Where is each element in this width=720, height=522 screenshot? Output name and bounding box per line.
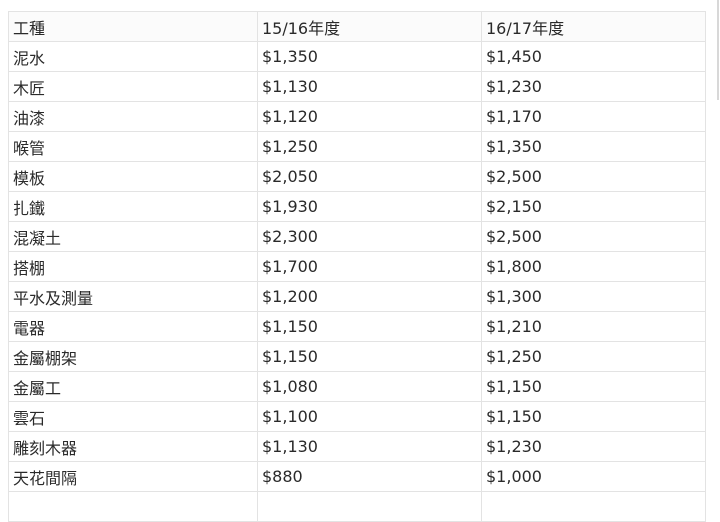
wage-1617-cell: $2,500	[481, 221, 706, 252]
trade-cell: 木匠	[8, 71, 258, 102]
wage-1516-cell: $1,200	[257, 281, 482, 312]
trade-cell: 泥水	[8, 41, 258, 72]
table-row: 油漆 $1,120 $1,170	[8, 101, 706, 132]
wage-1516-cell: $1,350	[257, 41, 482, 72]
trade-cell: 金屬棚架	[8, 341, 258, 372]
partial-cell	[257, 491, 482, 522]
table-row: 天花間隔 $880 $1,000	[8, 461, 706, 492]
header-1516: 15/16年度	[257, 11, 482, 42]
trade-cell: 喉管	[8, 131, 258, 162]
wage-1516-cell: $1,250	[257, 131, 482, 162]
wage-1516-cell: $1,150	[257, 341, 482, 372]
trade-cell: 天花間隔	[8, 461, 258, 492]
partial-cell	[481, 491, 706, 522]
wage-1516-cell: $1,130	[257, 431, 482, 462]
table-row: 模板 $2,050 $2,500	[8, 161, 706, 192]
wage-1617-cell: $1,150	[481, 401, 706, 432]
wage-1516-cell: $1,100	[257, 401, 482, 432]
table-header-row: 工種 15/16年度 16/17年度	[8, 11, 706, 42]
wage-1617-cell: $1,230	[481, 431, 706, 462]
wage-1516-cell: $1,700	[257, 251, 482, 282]
trade-cell: 扎鐵	[8, 191, 258, 222]
wage-1617-cell: $1,350	[481, 131, 706, 162]
table-row: 喉管 $1,250 $1,350	[8, 131, 706, 162]
header-trade: 工種	[8, 11, 258, 42]
table-row: 金屬工 $1,080 $1,150	[8, 371, 706, 402]
header-1617: 16/17年度	[481, 11, 706, 42]
table-row-partial	[8, 491, 706, 522]
wage-1617-cell: $1,450	[481, 41, 706, 72]
wage-1516-cell: $2,050	[257, 161, 482, 192]
wage-1617-cell: $1,170	[481, 101, 706, 132]
wage-table: 工種 15/16年度 16/17年度 泥水 $1,350 $1,450 木匠 $1,13…	[8, 11, 706, 522]
table-row: 泥水 $1,350 $1,450	[8, 41, 706, 72]
wage-1617-cell: $1,210	[481, 311, 706, 342]
table-row: 木匠 $1,130 $1,230	[8, 71, 706, 102]
trade-cell: 混凝土	[8, 221, 258, 252]
wage-1516-cell: $1,930	[257, 191, 482, 222]
table-row: 金屬棚架 $1,150 $1,250	[8, 341, 706, 372]
wage-1617-cell: $1,150	[481, 371, 706, 402]
wage-1617-cell: $1,800	[481, 251, 706, 282]
wage-1516-cell: $1,150	[257, 311, 482, 342]
wage-1617-cell: $1,250	[481, 341, 706, 372]
trade-cell: 搭棚	[8, 251, 258, 282]
trade-cell: 模板	[8, 161, 258, 192]
wage-1617-cell: $2,500	[481, 161, 706, 192]
table-row: 平水及測量 $1,200 $1,300	[8, 281, 706, 312]
table-row: 電器 $1,150 $1,210	[8, 311, 706, 342]
wage-1516-cell: $1,080	[257, 371, 482, 402]
wage-1516-cell: $2,300	[257, 221, 482, 252]
trade-cell: 平水及測量	[8, 281, 258, 312]
scrollbar[interactable]	[717, 0, 719, 100]
trade-cell: 電器	[8, 311, 258, 342]
trade-cell: 金屬工	[8, 371, 258, 402]
wage-1617-cell: $1,230	[481, 71, 706, 102]
wage-1617-cell: $2,150	[481, 191, 706, 222]
trade-cell: 雲石	[8, 401, 258, 432]
wage-1516-cell: $1,130	[257, 71, 482, 102]
wage-1516-cell: $1,120	[257, 101, 482, 132]
table-row: 搭棚 $1,700 $1,800	[8, 251, 706, 282]
trade-cell: 雕刻木器	[8, 431, 258, 462]
wage-1617-cell: $1,000	[481, 461, 706, 492]
table-row: 雕刻木器 $1,130 $1,230	[8, 431, 706, 462]
table-row: 雲石 $1,100 $1,150	[8, 401, 706, 432]
wage-1617-cell: $1,300	[481, 281, 706, 312]
trade-cell: 油漆	[8, 101, 258, 132]
table-row: 混凝土 $2,300 $2,500	[8, 221, 706, 252]
table-row: 扎鐵 $1,930 $2,150	[8, 191, 706, 222]
partial-cell	[8, 491, 258, 522]
wage-1516-cell: $880	[257, 461, 482, 492]
